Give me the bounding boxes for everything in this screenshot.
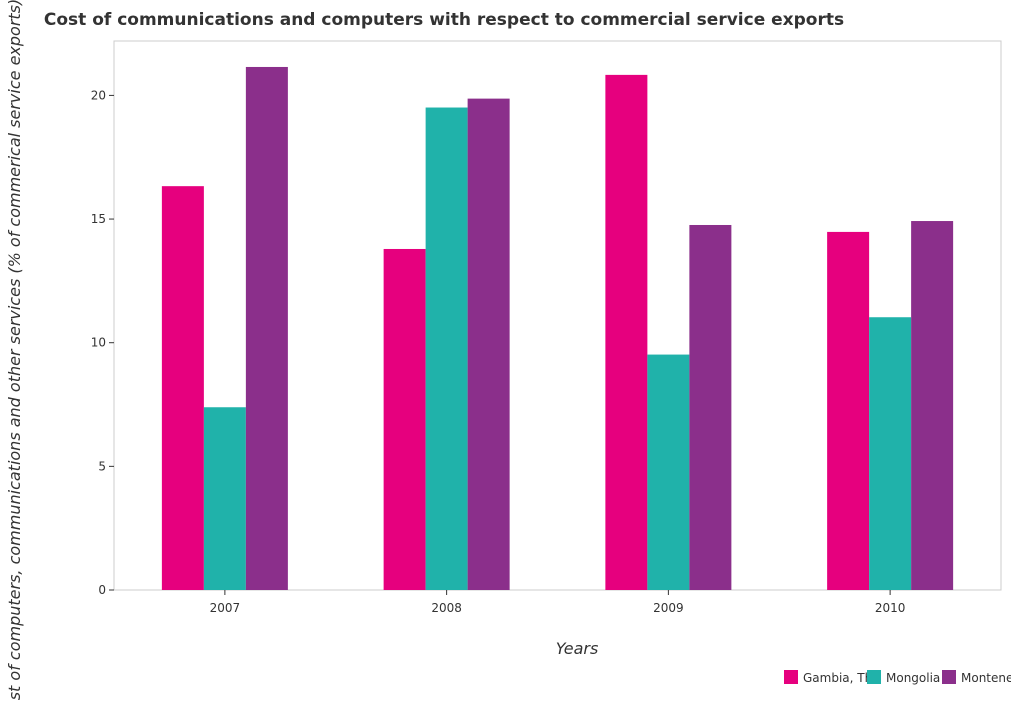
x-axis-label: Years [556, 639, 599, 658]
plot-area [113, 40, 1002, 591]
bar [203, 407, 246, 590]
y-tick-label: 20 [91, 88, 106, 102]
legend-label: Mongolia [886, 671, 940, 685]
y-tick-label: 15 [91, 212, 106, 226]
bar [911, 221, 954, 591]
x-tick-label: 2007 [210, 601, 241, 615]
y-axis: 0 5 10 15 20 [91, 88, 114, 597]
bar [827, 231, 870, 590]
x-tick-label: 2008 [431, 601, 462, 615]
legend-label: Montenegro [961, 671, 1011, 685]
y-tick-label: 10 [91, 336, 106, 350]
bar [161, 186, 204, 590]
legend-swatch [867, 670, 881, 684]
bars [161, 66, 954, 591]
bar [467, 98, 510, 590]
legend-swatch [942, 670, 956, 684]
x-tick-label: 2010 [875, 601, 906, 615]
bar [689, 224, 732, 590]
bar [383, 248, 426, 590]
bar [647, 354, 690, 590]
bar [605, 74, 648, 590]
y-tick-label: 5 [98, 459, 106, 473]
y-axis-label: Cost of computers, communications and ot… [5, 0, 24, 700]
x-axis: 2007 2008 2009 2010 [210, 590, 906, 615]
y-tick-label: 0 [98, 583, 106, 597]
x-tick-label: 2009 [653, 601, 684, 615]
legend-label: Gambia, The [803, 671, 880, 685]
legend: Gambia, The Mongolia Montenegro [784, 670, 1011, 685]
bar [869, 317, 912, 590]
chart-title: Cost of communications and computers wit… [44, 10, 844, 30]
bar [245, 66, 288, 591]
legend-swatch [784, 670, 798, 684]
bar [425, 107, 468, 590]
plot-border [113, 40, 1002, 591]
